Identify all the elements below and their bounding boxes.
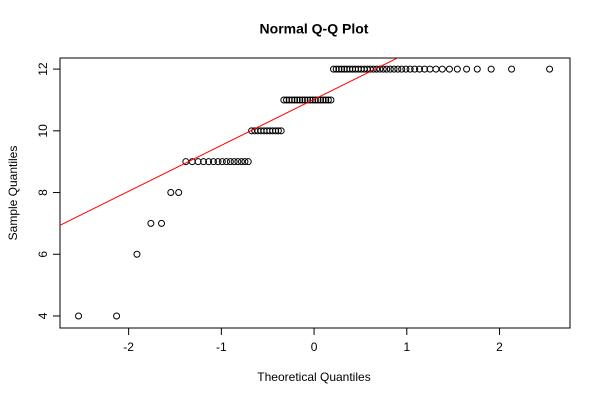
point — [317, 96, 325, 104]
point — [411, 65, 419, 73]
point — [416, 65, 424, 73]
point — [234, 158, 242, 166]
point — [546, 65, 554, 73]
point — [205, 158, 213, 166]
x-tick-label: -1 — [216, 340, 227, 354]
point — [285, 96, 293, 104]
point — [214, 158, 222, 166]
point — [133, 250, 141, 258]
point — [222, 158, 230, 166]
point — [394, 65, 402, 73]
point — [147, 219, 155, 227]
point — [301, 96, 309, 104]
point — [398, 65, 406, 73]
point — [280, 96, 288, 104]
point — [274, 127, 282, 135]
point — [386, 65, 394, 73]
point — [309, 96, 317, 104]
point — [390, 65, 398, 73]
point — [338, 65, 346, 73]
point — [237, 158, 245, 166]
x-tick-label: 0 — [311, 340, 318, 354]
point — [194, 158, 202, 166]
point — [319, 96, 327, 104]
y-tick-label: 6 — [36, 251, 50, 258]
point — [332, 65, 340, 73]
point — [445, 65, 453, 73]
point — [291, 96, 299, 104]
point — [463, 65, 471, 73]
point — [175, 189, 183, 197]
y-tick-label: 10 — [36, 124, 50, 138]
x-tick-label: 2 — [496, 340, 503, 354]
point — [200, 158, 208, 166]
point — [230, 158, 238, 166]
point — [288, 96, 296, 104]
point — [379, 65, 387, 73]
y-tick-label: 8 — [36, 189, 50, 196]
point — [453, 65, 461, 73]
point — [383, 65, 391, 73]
point — [293, 96, 301, 104]
point — [340, 65, 348, 73]
point — [473, 65, 481, 73]
point — [327, 96, 335, 104]
point — [218, 158, 226, 166]
y-tick-label: 4 — [36, 312, 50, 319]
point — [373, 65, 381, 73]
point — [75, 312, 83, 320]
point — [402, 65, 410, 73]
point — [113, 312, 121, 320]
point — [438, 65, 446, 73]
point — [167, 189, 175, 197]
point — [487, 65, 495, 73]
y-tick-label: 12 — [36, 62, 50, 76]
point — [277, 127, 285, 135]
point — [406, 65, 414, 73]
chart-title: Normal Q-Q Plot — [260, 21, 369, 37]
x-axis-label: Theoretical Quantiles — [257, 370, 370, 384]
point — [244, 158, 252, 166]
y-axis-label: Sample Quantiles — [6, 146, 20, 241]
point — [421, 65, 429, 73]
point — [226, 158, 234, 166]
point — [283, 96, 291, 104]
point — [335, 65, 343, 73]
x-tick-label: 1 — [403, 340, 410, 354]
point — [322, 96, 330, 104]
point — [432, 65, 440, 73]
point — [330, 65, 338, 73]
x-tick-label: -2 — [123, 340, 134, 354]
point — [209, 158, 217, 166]
point — [324, 96, 332, 104]
point — [376, 65, 384, 73]
point — [296, 96, 304, 104]
point — [298, 96, 306, 104]
point — [241, 158, 249, 166]
point — [158, 219, 166, 227]
point — [508, 65, 516, 73]
qq-line — [60, 58, 399, 226]
